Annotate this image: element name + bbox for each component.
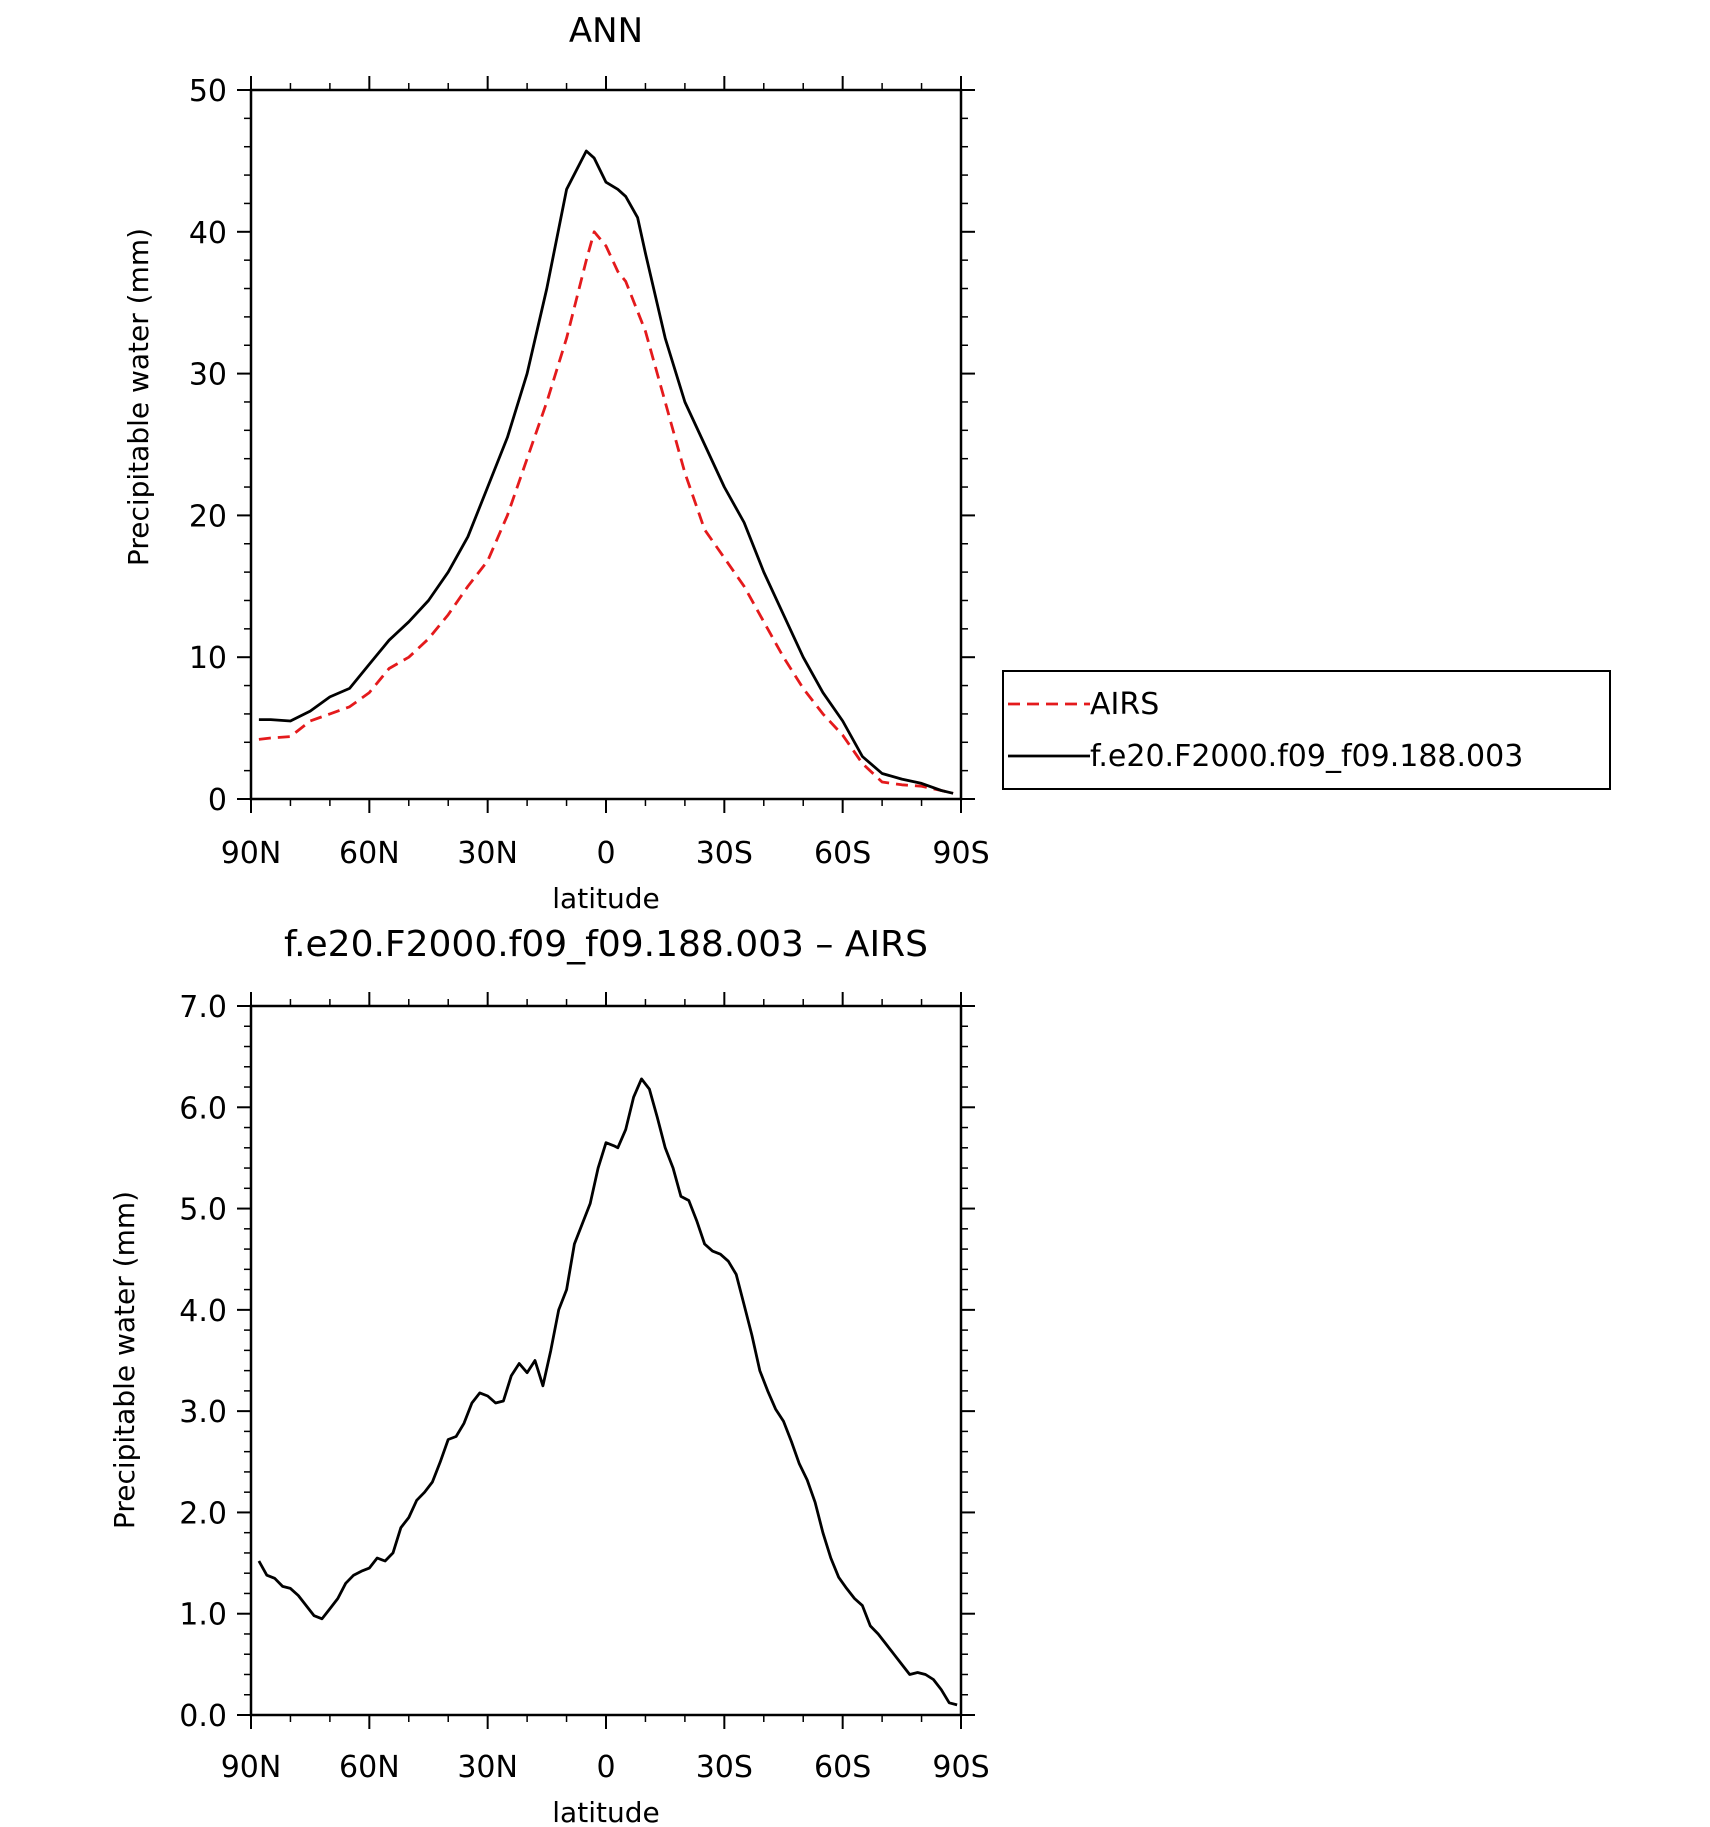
series-line-airs — [258, 230, 954, 795]
top-chart-title: ANN — [569, 11, 643, 51]
y-tick-label: 40 — [189, 216, 227, 251]
bottom-plot-frame — [249, 1004, 963, 1717]
x-tick-label: 60N — [339, 1750, 400, 1785]
top-x-axis-label: latitude — [552, 882, 659, 915]
y-tick-label: 4.0 — [179, 1294, 227, 1329]
legend-label-model: f.e20.F2000.f09_f09.188.003 — [1090, 739, 1523, 774]
top-panel: ANN Precipitable water (mm) latitude 90N… — [122, 11, 1611, 915]
y-tick-label: 1.0 — [179, 1598, 227, 1633]
y-tick-label: 30 — [189, 358, 227, 393]
y-tick-label: 0 — [208, 783, 227, 818]
y-tick-label: 3.0 — [179, 1395, 227, 1430]
x-tick-label: 90S — [932, 1750, 989, 1785]
top-plot-frame — [249, 88, 963, 801]
legend-box — [1002, 670, 1611, 790]
top-axis-ticks — [237, 76, 975, 813]
y-tick-label: 2.0 — [179, 1496, 227, 1531]
x-tick-label: 30S — [696, 836, 753, 871]
y-tick-label: 50 — [189, 74, 227, 109]
x-tick-label: 60S — [814, 1750, 871, 1785]
series-line-diff-0 — [257, 1077, 958, 1707]
x-tick-label: 60S — [814, 836, 871, 871]
bottom-panel: f.e20.F2000.f09_f09.188.003 – AIRS Preci… — [108, 924, 990, 1827]
y-tick-label: 10 — [189, 641, 227, 676]
bottom-x-axis-label: latitude — [552, 1796, 659, 1827]
x-tick-label: 90N — [221, 836, 282, 871]
top-legend: AIRS f.e20.F2000.f09_f09.188.003 — [1002, 670, 1611, 790]
series-line-f-e20-f2000-f09-f09-188-003 — [258, 149, 954, 795]
x-tick-label: 30N — [457, 1750, 518, 1785]
x-tick-label: 0 — [596, 836, 615, 871]
bottom-axis-ticks — [237, 992, 975, 1729]
top-series-lines — [258, 149, 954, 795]
bottom-tick-labels: 90N 60N 30N 0 30S 60S 90S 0.0 1.0 2.0 3.0 4.0 5.0 6.0… — [179, 990, 989, 1785]
bottom-chart-title: f.e20.F2000.f09_f09.188.003 – AIRS — [284, 924, 928, 965]
y-tick-label: 6.0 — [179, 1091, 227, 1126]
x-tick-label: 30N — [457, 836, 518, 871]
bottom-series-lines — [257, 1077, 958, 1707]
y-tick-label: 0.0 — [179, 1699, 227, 1734]
x-tick-label: 90N — [221, 1750, 282, 1785]
legend-label-airs: AIRS — [1090, 687, 1159, 722]
x-tick-label: 0 — [596, 1750, 615, 1785]
bottom-y-axis-label: Precipitable water (mm) — [108, 1191, 141, 1529]
y-tick-label: 20 — [189, 499, 227, 534]
x-tick-label: 60N — [339, 836, 400, 871]
top-y-axis-label: Precipitable water (mm) — [122, 228, 155, 566]
top-tick-labels: 90N 60N 30N 0 30S 60S 90S 0 10 20 30 40 50 — [189, 74, 990, 871]
y-tick-label: 5.0 — [179, 1193, 227, 1228]
y-tick-label: 7.0 — [179, 990, 227, 1025]
x-tick-label: 90S — [932, 836, 989, 871]
x-tick-label: 30S — [696, 1750, 753, 1785]
